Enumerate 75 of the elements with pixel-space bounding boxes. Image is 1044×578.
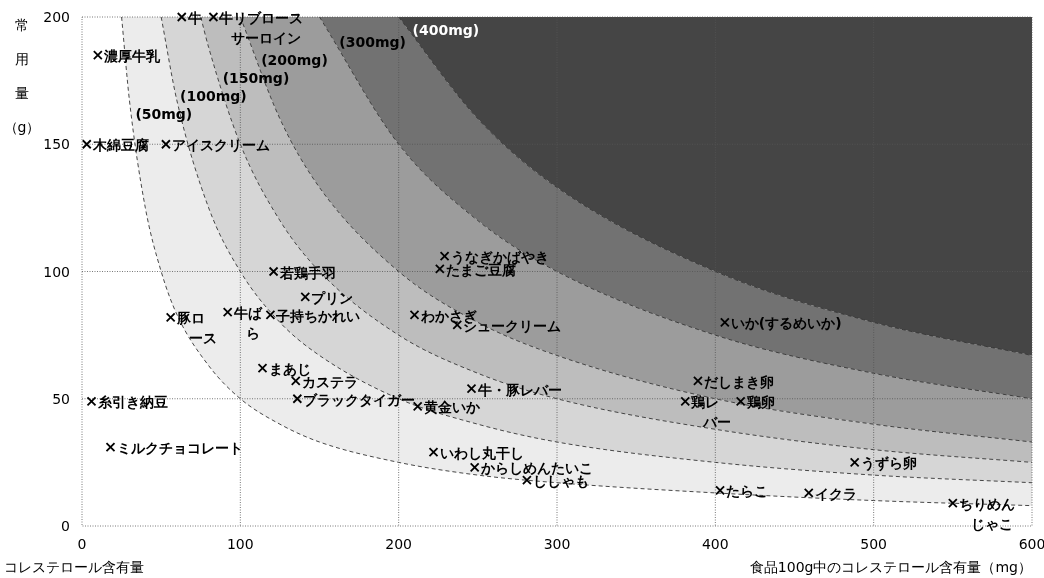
data-label: ミルクチョコレート xyxy=(116,440,243,457)
series-label: (50mg) xyxy=(135,105,193,122)
point xyxy=(947,498,958,508)
data-label: 木綿豆腐 xyxy=(91,137,149,154)
point xyxy=(105,442,116,453)
point xyxy=(434,264,445,274)
data-label: たらこ xyxy=(726,483,769,500)
x-tick-label: 100 xyxy=(226,536,254,552)
point xyxy=(849,457,860,468)
point xyxy=(290,376,301,386)
data-label: 牛ばら xyxy=(232,305,263,342)
point xyxy=(735,396,746,407)
series-label: (400mg) xyxy=(412,21,480,38)
data-label: ちりめんじゃこ xyxy=(958,496,1015,533)
data-label: 濃厚牛乳 xyxy=(102,48,161,65)
data-label: 鶏卵 xyxy=(745,394,775,411)
point xyxy=(469,462,480,473)
data-label: イクラ xyxy=(814,485,857,502)
point xyxy=(693,376,703,386)
y-tick-label: 200 xyxy=(43,9,70,25)
point xyxy=(439,251,450,262)
series-label: (200mg) xyxy=(261,52,328,69)
data-label: うずら卵 xyxy=(860,455,917,473)
point xyxy=(92,50,103,61)
x-tick-label: 600 xyxy=(1018,536,1044,552)
data-label: 豚ロース xyxy=(175,310,217,347)
point xyxy=(412,401,423,412)
x-tick-label: 300 xyxy=(543,536,571,552)
point xyxy=(86,396,97,407)
data-label: アイスクリーム xyxy=(171,137,270,154)
y-tick-label: 0 xyxy=(61,518,70,534)
data-label: 黄金いか xyxy=(422,399,481,416)
text: コレステロール含有量 xyxy=(4,559,144,575)
point xyxy=(803,488,814,498)
point xyxy=(292,393,303,404)
x-tick-label: 200 xyxy=(385,536,413,552)
data-label: だしまき卵 xyxy=(703,373,774,390)
point xyxy=(522,475,532,486)
point xyxy=(265,309,276,320)
x-tick-label: 500 xyxy=(860,536,888,552)
data-label: 牛 xyxy=(186,10,202,26)
point xyxy=(161,139,171,150)
point xyxy=(257,363,268,374)
series-label: (300mg) xyxy=(339,34,406,51)
point xyxy=(466,383,477,394)
y-tick-label: 150 xyxy=(43,136,70,153)
text: 常用量（g） xyxy=(3,17,41,135)
y-tick-label: 100 xyxy=(43,263,70,280)
data-label: いわし丸干し xyxy=(439,445,524,462)
y-tick-label: 50 xyxy=(52,390,70,407)
data-label: 若鶏手羽 xyxy=(278,264,336,281)
data-label: 糸引き納豆 xyxy=(96,394,168,411)
point xyxy=(719,317,730,328)
point xyxy=(428,447,439,458)
point xyxy=(680,396,691,407)
data-label: ブラックタイガー xyxy=(303,391,416,408)
x-tick-label: 0 xyxy=(77,536,87,552)
point xyxy=(176,12,187,22)
point xyxy=(208,12,219,22)
data-label: 子持ちかれい xyxy=(275,307,361,324)
point xyxy=(409,309,420,320)
data-label: 牛・豚レバー xyxy=(476,381,562,398)
data-label: プリン xyxy=(311,289,354,306)
data-label: 鶏レバー xyxy=(690,394,732,431)
point xyxy=(165,312,176,323)
series-label: (150mg) xyxy=(222,70,290,87)
point xyxy=(715,485,725,496)
point xyxy=(222,307,233,318)
data-label: いか(するめいか) xyxy=(730,315,842,332)
point xyxy=(81,139,92,150)
x-axis-title: 食品100g中のコレステロール含有量（mg） xyxy=(749,559,1032,575)
point xyxy=(268,266,279,277)
series-label: (100mg) xyxy=(180,87,247,104)
point xyxy=(300,292,311,302)
x-tick-label: 400 xyxy=(701,536,729,552)
